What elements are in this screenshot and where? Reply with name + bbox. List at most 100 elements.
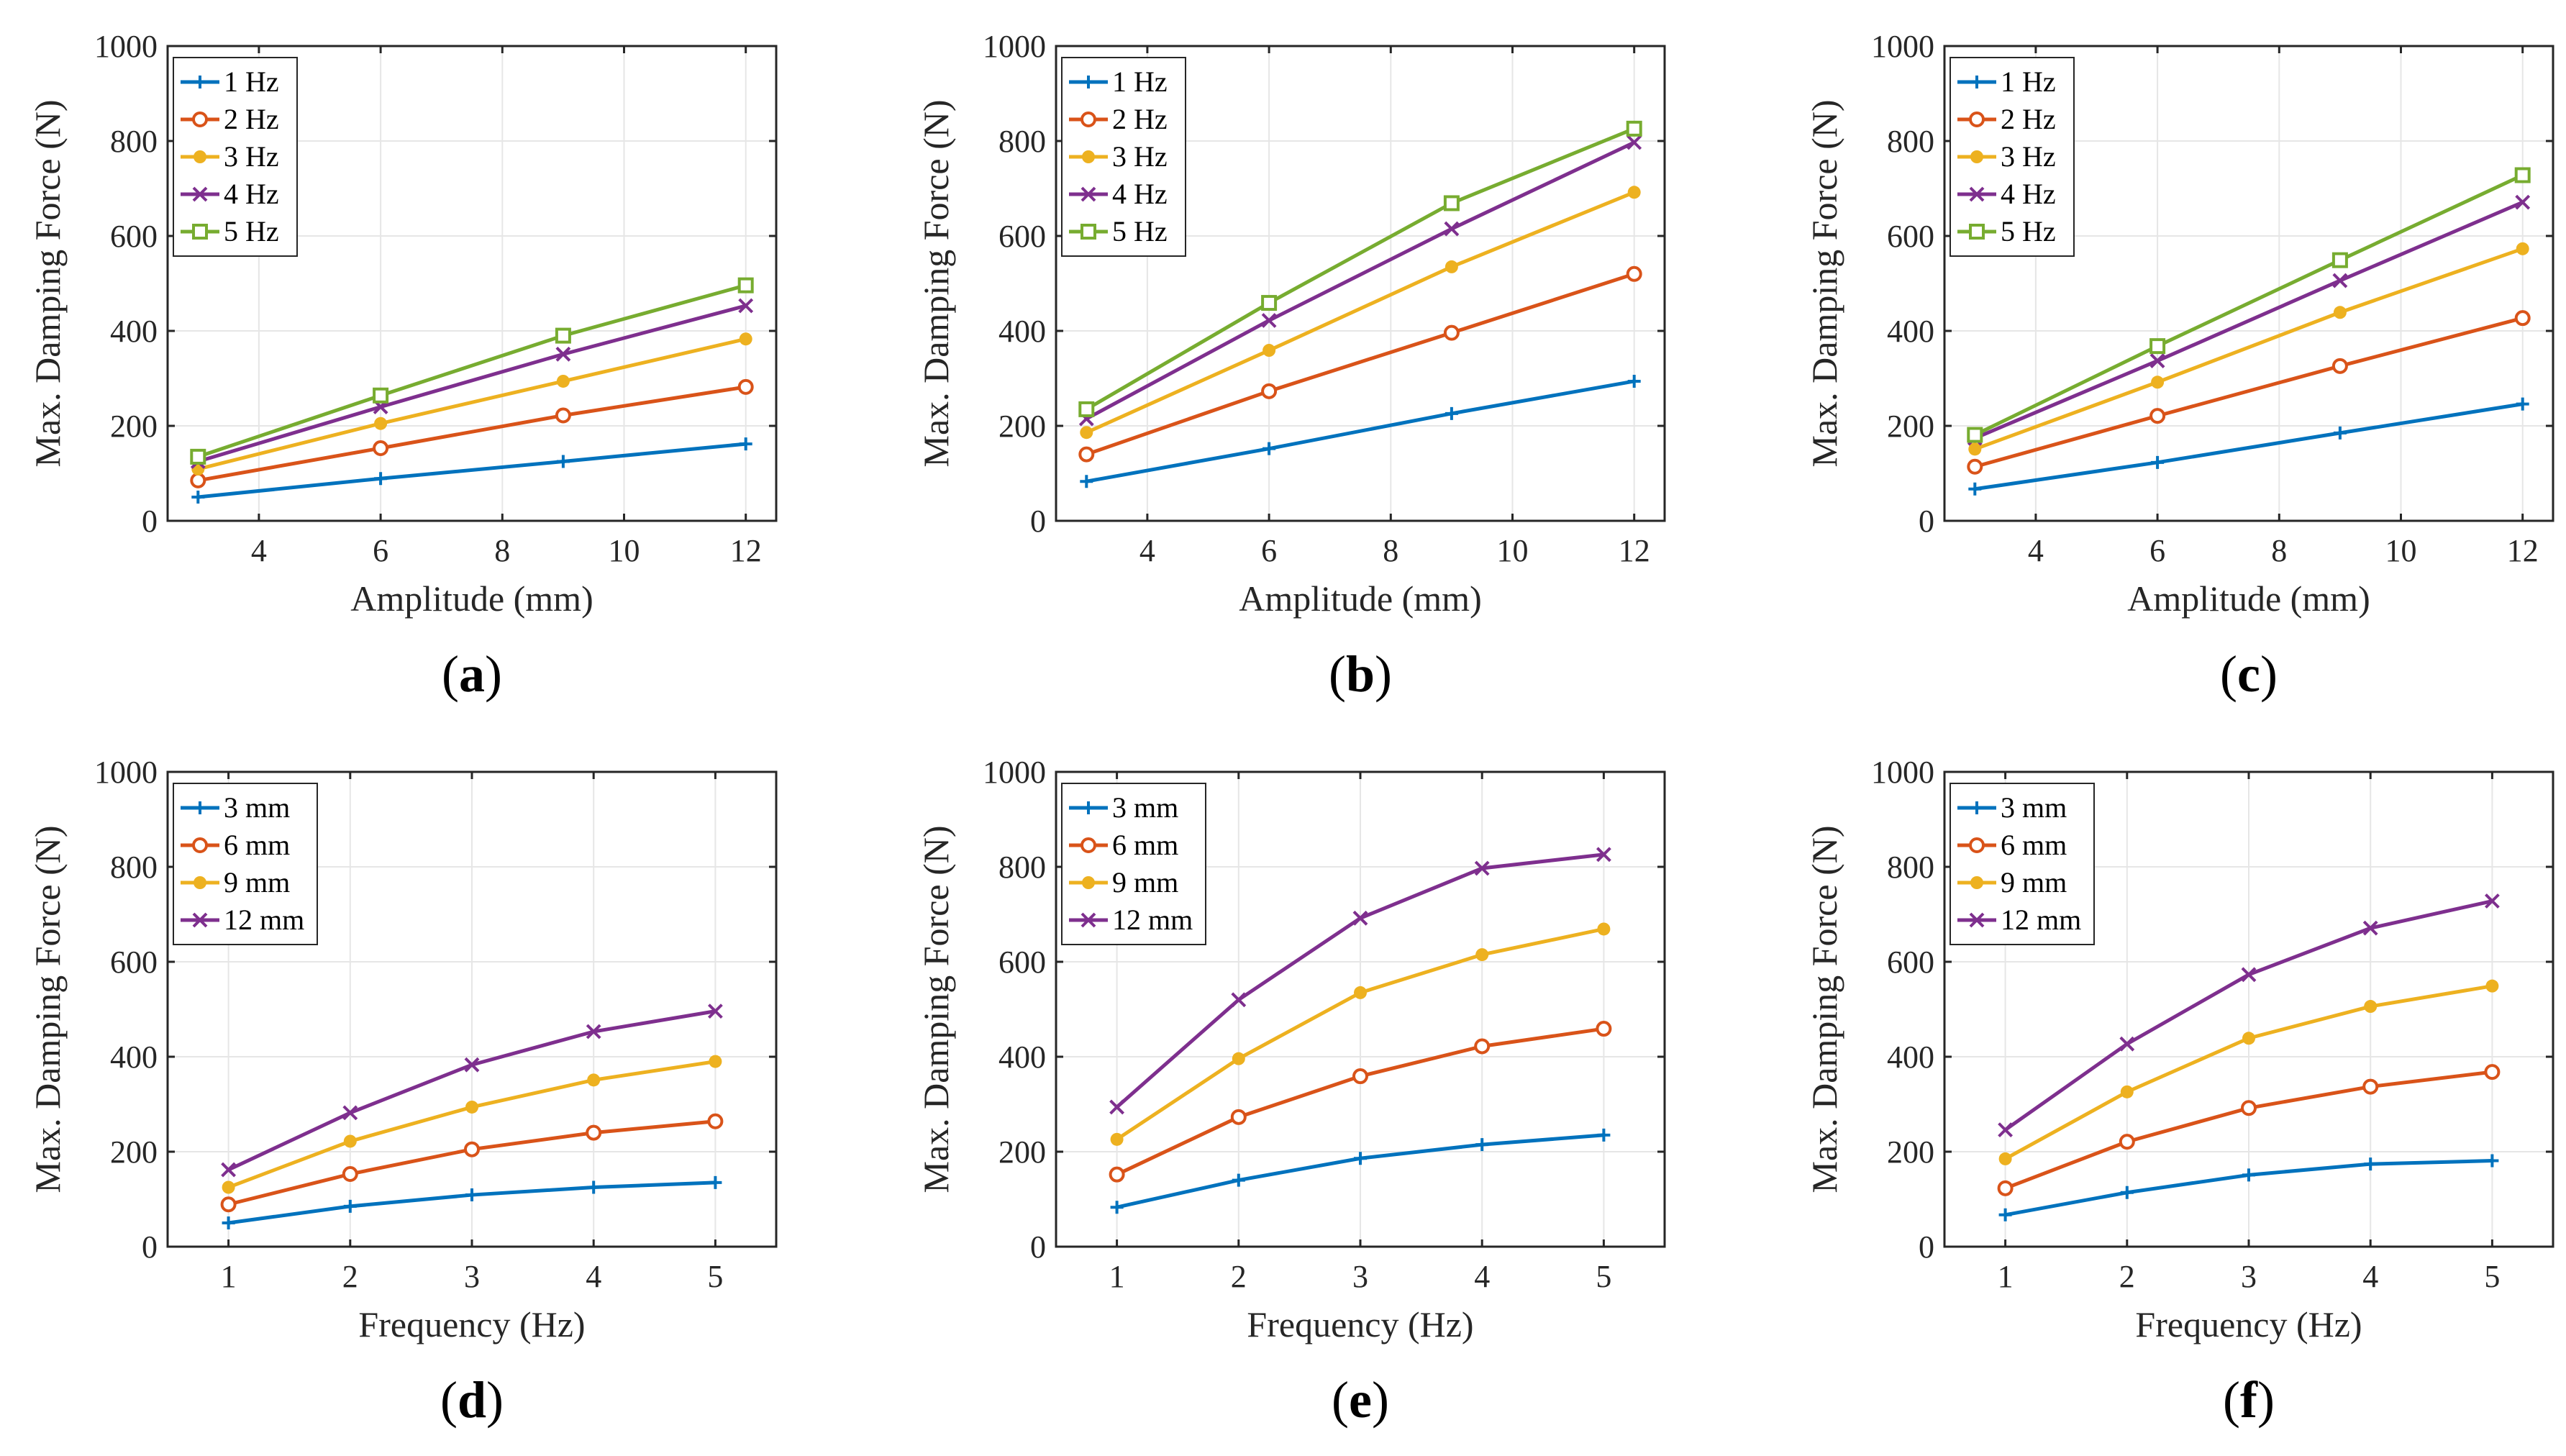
marker-x <box>1969 186 1985 202</box>
chart-panel-b: 4 6 8 10 12 0 200 400 600 800 1000 1 Hz 2 Hz 3 Hz 4 Hz… <box>916 29 1666 703</box>
y-tick-label: 600 <box>998 945 1046 980</box>
marker-circle <box>586 1124 602 1141</box>
x-tick-label: 4 <box>1474 1259 1490 1294</box>
x-tick-label: 12 <box>2507 533 2539 568</box>
marker-filled <box>465 1100 478 1114</box>
marker-filled <box>2242 1032 2255 1045</box>
x-tick-label: 6 <box>373 533 388 568</box>
legend-label: 6 mm <box>1112 829 1178 861</box>
axes-box <box>1943 45 2554 522</box>
marker-square <box>1626 120 1642 137</box>
marker-square <box>373 387 389 404</box>
series-line-5-Hz <box>1086 127 1635 411</box>
marker-filled <box>2516 242 2529 255</box>
y-tick-label: 400 <box>110 1039 158 1075</box>
y-axis-label: Max. Damping Force (N) <box>1804 826 1844 1193</box>
marker-circle <box>2362 1078 2379 1095</box>
panel-label: (e) <box>1332 1371 1389 1429</box>
x-tick-label: 8 <box>1383 533 1398 568</box>
y-tick-label: 1000 <box>94 755 158 790</box>
marker-circle <box>192 837 208 853</box>
legend-label: 1 Hz <box>2001 65 2056 98</box>
marker-filled <box>2485 979 2499 993</box>
marker-plus <box>1627 374 1641 388</box>
chart-panel-c: 4 6 8 10 12 0 200 400 600 800 1000 1 Hz 2 Hz 3 Hz 4 Hz… <box>1804 29 2554 703</box>
marker-x <box>2332 273 2348 288</box>
panel-label: (c) <box>2220 645 2278 703</box>
y-tick-label: 600 <box>998 219 1046 254</box>
panel-label: (f) <box>2223 1371 2275 1429</box>
marker-filled <box>1627 186 1641 199</box>
legend-label: 1 Hz <box>1112 65 1168 98</box>
series-line-4-Hz <box>1974 200 2524 440</box>
marker-circle <box>1443 324 1460 341</box>
y-tick-label: 400 <box>1887 1039 1934 1075</box>
y-tick-label: 0 <box>142 504 158 539</box>
x-tick-label: 3 <box>464 1259 480 1294</box>
y-tick-label: 200 <box>1887 1134 1934 1170</box>
marker-x <box>586 1024 601 1039</box>
axes-box <box>1055 45 1666 522</box>
y-tick-label: 1000 <box>1871 29 1934 64</box>
marker-circle <box>1967 458 1983 475</box>
x-axis-label: Frequency (Hz) <box>2135 1304 2362 1344</box>
legend-label: 12 mm <box>224 904 304 936</box>
marker-circle <box>1261 383 1278 399</box>
x-tick-label: 4 <box>586 1259 601 1294</box>
series-line-3-Hz <box>197 337 747 471</box>
marker-circle <box>2149 408 2166 424</box>
marker-filled <box>2151 376 2165 389</box>
chart-panel-a: 4 6 8 10 12 0 200 400 600 800 1000 1 Hz 2 Hz 3 Hz 4 Hz… <box>27 29 778 703</box>
y-tick-label: 400 <box>998 1039 1046 1075</box>
panel-label: (d) <box>440 1371 504 1429</box>
series-line-5-Hz <box>1974 173 2524 437</box>
marker-x <box>221 1162 237 1178</box>
marker-circle <box>737 378 754 395</box>
marker-filled <box>2333 306 2347 319</box>
series-line-1-Hz <box>1974 402 2524 491</box>
x-tick-label: 10 <box>609 533 640 568</box>
marker-circle <box>342 1166 358 1183</box>
marker-square <box>555 327 571 344</box>
marker-x <box>1261 313 1277 328</box>
legend-label: 4 Hz <box>1112 178 1168 210</box>
axes-box <box>166 770 778 1248</box>
legend-label: 5 Hz <box>1112 215 1168 247</box>
marker-plus <box>1968 482 1982 496</box>
legend-label: 1 Hz <box>224 65 279 98</box>
marker-filled <box>1998 1152 2012 1165</box>
y-tick-label: 0 <box>1919 1229 1934 1265</box>
marker-x <box>192 912 208 928</box>
marker-x <box>2515 194 2531 210</box>
x-axis-label: Frequency (Hz) <box>1247 1304 1473 1344</box>
marker-filled <box>1475 948 1489 962</box>
marker-plus <box>587 1180 601 1194</box>
y-tick-label: 200 <box>998 409 1046 444</box>
marker-plus <box>374 472 388 486</box>
marker-plus <box>1444 406 1458 420</box>
panel-letter: c <box>2237 645 2260 703</box>
marker-filled <box>1110 1132 1124 1146</box>
marker-filled <box>343 1134 357 1148</box>
x-tick-label: 4 <box>251 533 267 568</box>
legend-label: 12 mm <box>1112 904 1193 936</box>
marker-circle <box>192 112 208 127</box>
marker-circle <box>1078 446 1095 463</box>
x-tick-label: 1 <box>1998 1259 2014 1294</box>
panel-label: (b) <box>1329 645 1392 703</box>
marker-x <box>1596 847 1611 863</box>
legend-label: 5 Hz <box>2001 215 2056 247</box>
marker-x <box>1080 186 1096 202</box>
marker-square <box>190 448 206 465</box>
marker-plus <box>2333 426 2347 440</box>
marker-circle <box>2119 1134 2135 1150</box>
legend-label: 6 mm <box>224 829 290 861</box>
marker-plus <box>709 1175 722 1189</box>
marker-square <box>1443 195 1460 211</box>
marker-square <box>2514 167 2531 183</box>
marker-filled <box>1597 922 1611 936</box>
y-tick-label: 1000 <box>94 29 158 64</box>
x-tick-label: 6 <box>2149 533 2165 568</box>
x-tick-label: 2 <box>342 1259 358 1294</box>
